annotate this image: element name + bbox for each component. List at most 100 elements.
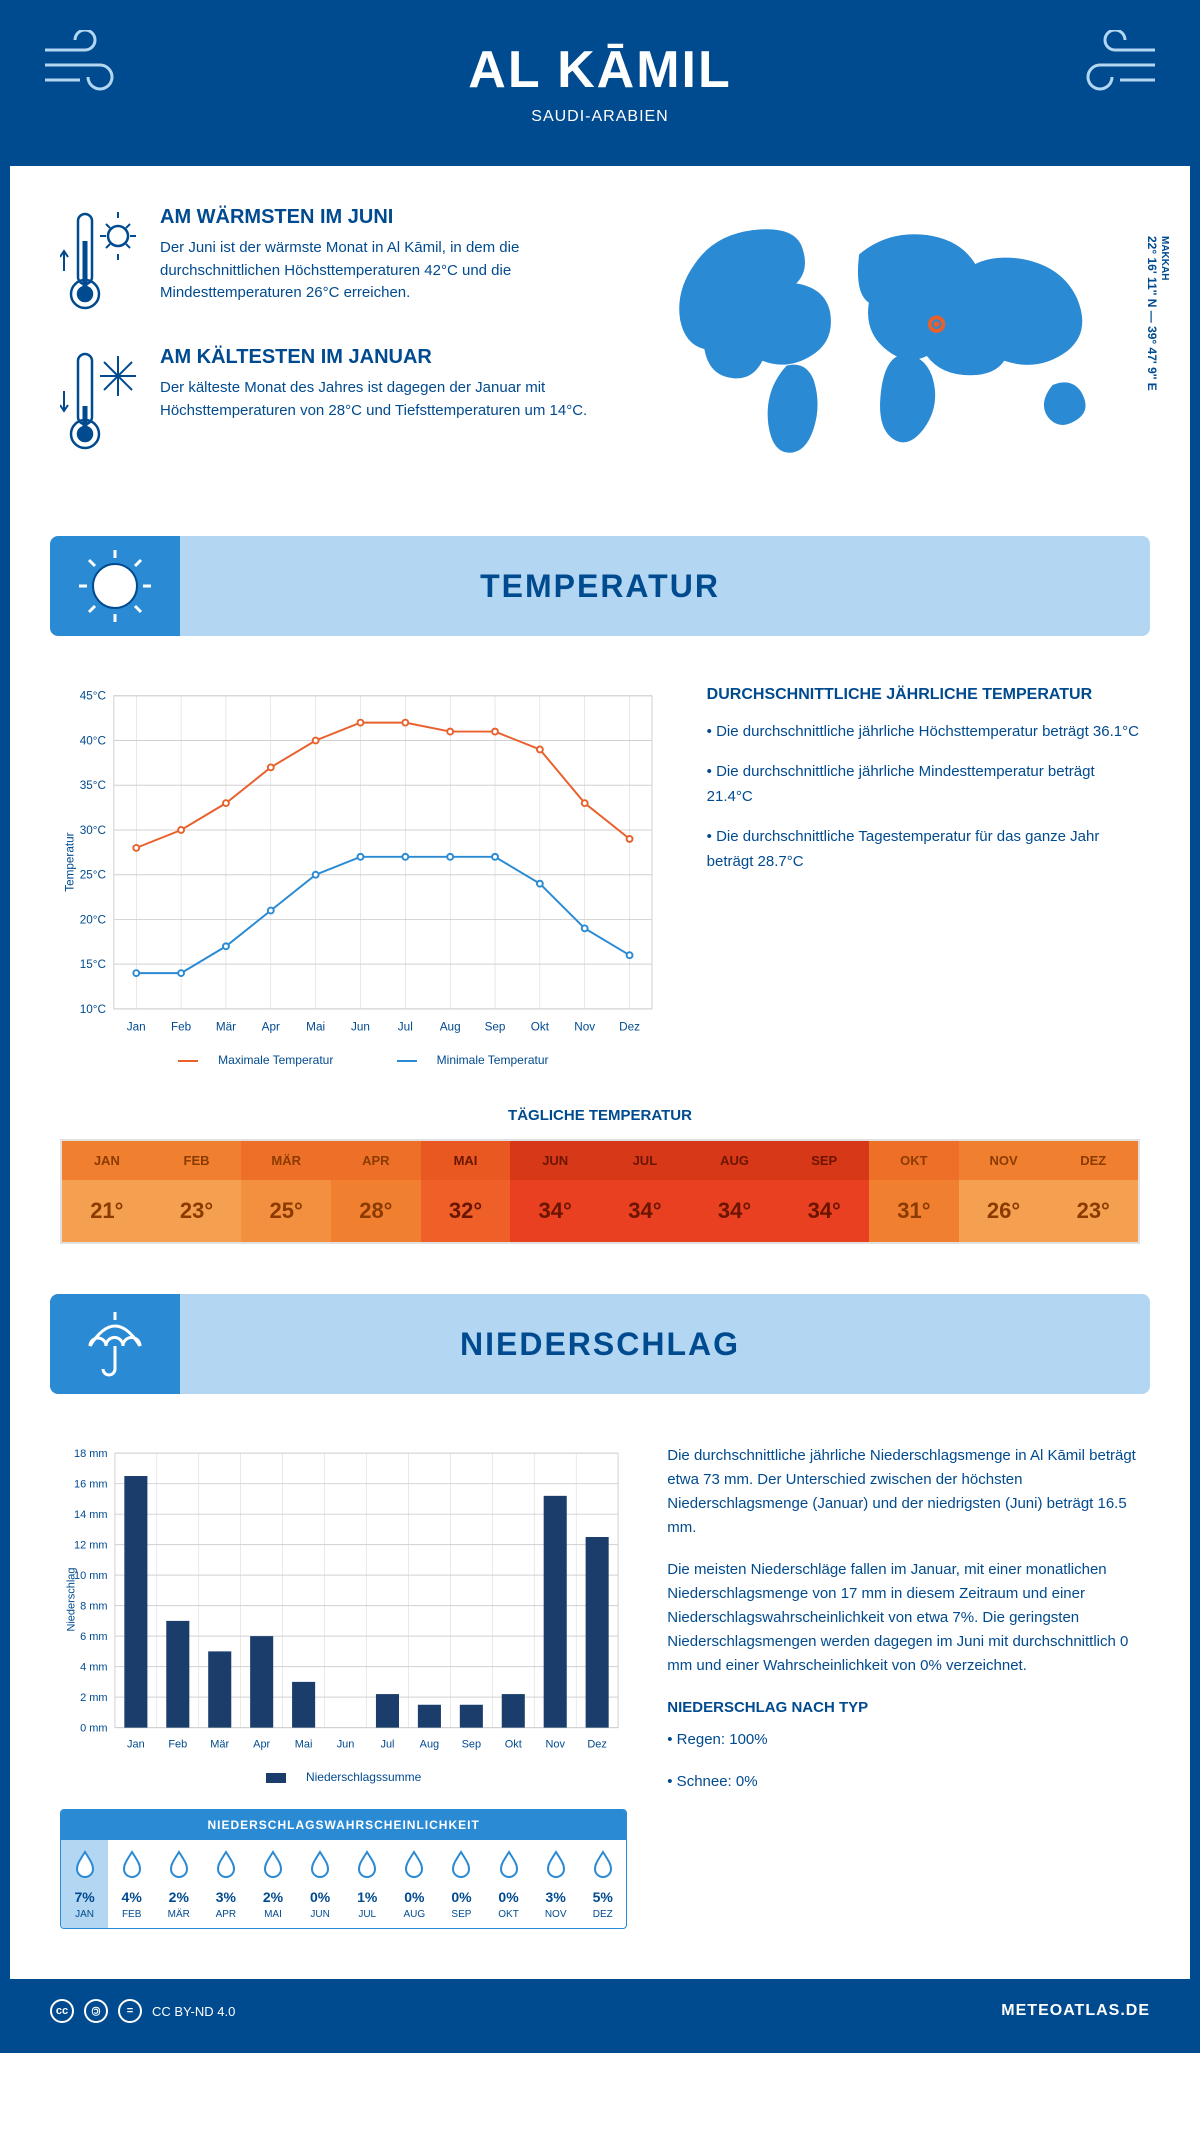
probability-cell: 3%APR <box>202 1840 249 1928</box>
svg-text:20°C: 20°C <box>80 913 107 926</box>
precip-p2: Die meisten Niederschläge fallen im Janu… <box>667 1558 1140 1678</box>
svg-text:30°C: 30°C <box>80 824 107 837</box>
header: AL KĀMIL SAUDI-ARABIEN <box>10 10 1190 166</box>
probability-title: NIEDERSCHLAGSWAHRSCHEINLICHKEIT <box>61 1810 626 1840</box>
probability-cell: 0%AUG <box>391 1840 438 1928</box>
temp-bullet: • Die durchschnittliche jährliche Mindes… <box>707 759 1140 810</box>
svg-text:Temperatur: Temperatur <box>64 832 77 891</box>
legend-bar: Niederschlagssumme <box>306 1770 421 1784</box>
precipitation-legend: Niederschlagssumme <box>60 1770 627 1784</box>
temp-table-cell: MAI32° <box>421 1141 511 1242</box>
svg-text:Okt: Okt <box>531 1020 550 1033</box>
svg-text:Apr: Apr <box>253 1739 270 1751</box>
probability-cell: 0%JUN <box>297 1840 344 1928</box>
svg-text:Jan: Jan <box>127 1020 146 1033</box>
country-subtitle: SAUDI-ARABIEN <box>30 108 1170 126</box>
temp-table-cell: APR28° <box>331 1141 421 1242</box>
intro-text-col: AM WÄRMSTEN IM JUNI Der Juni ist der wär… <box>60 206 616 486</box>
region-label: MAKKAH <box>1159 236 1170 383</box>
temp-table-cell: OKT31° <box>869 1141 959 1242</box>
svg-text:Dez: Dez <box>587 1739 607 1751</box>
coords-label: 22° 16' 11'' N — 39° 47' 9'' E <box>1145 236 1159 391</box>
temperature-line-chart: 10°C15°C20°C25°C30°C35°C40°C45°CJanFebMä… <box>60 686 667 1067</box>
intro-section: AM WÄRMSTEN IM JUNI Der Juni ist der wär… <box>10 166 1190 516</box>
svg-text:10 mm: 10 mm <box>74 1570 108 1582</box>
daily-temperature: TÄGLICHE TEMPERATUR JAN21°FEB23°MÄR25°AP… <box>60 1107 1140 1244</box>
svg-text:15°C: 15°C <box>80 958 107 971</box>
svg-text:Feb: Feb <box>168 1739 187 1751</box>
temperature-info: DURCHSCHNITTLICHE JÄHRLICHE TEMPERATUR •… <box>707 686 1140 1067</box>
svg-text:8 mm: 8 mm <box>80 1601 107 1613</box>
temp-table-cell: SEP34° <box>779 1141 869 1242</box>
thermometer-hot-icon <box>60 206 140 316</box>
temp-table-cell: JUN34° <box>510 1141 600 1242</box>
svg-text:Jul: Jul <box>398 1020 413 1033</box>
wind-icon <box>40 30 140 100</box>
svg-text:18 mm: 18 mm <box>74 1448 108 1460</box>
by-icon: 🄯 <box>84 1999 108 2023</box>
svg-text:Mai: Mai <box>295 1739 313 1751</box>
svg-text:Aug: Aug <box>440 1020 461 1033</box>
probability-cell: 1%JUL <box>344 1840 391 1928</box>
precip-p1: Die durchschnittliche jährliche Niedersc… <box>667 1444 1140 1540</box>
probability-cell: 4%FEB <box>108 1840 155 1928</box>
svg-text:Mär: Mär <box>210 1739 229 1751</box>
temp-table-cell: JUL34° <box>600 1141 690 1242</box>
svg-text:0 mm: 0 mm <box>80 1723 107 1735</box>
svg-text:12 mm: 12 mm <box>74 1540 108 1552</box>
probability-cell: 3%NOV <box>532 1840 579 1928</box>
world-map <box>656 206 1140 458</box>
map-col: MAKKAH 22° 16' 11'' N — 39° 47' 9'' E <box>656 206 1140 486</box>
svg-text:Nov: Nov <box>574 1020 595 1033</box>
svg-text:Nov: Nov <box>545 1739 565 1751</box>
precipitation-title: NIEDERSCHLAG <box>460 1326 740 1363</box>
svg-text:45°C: 45°C <box>80 690 107 703</box>
coordinates: MAKKAH 22° 16' 11'' N — 39° 47' 9'' E <box>1145 236 1170 391</box>
city-title: AL KĀMIL <box>30 40 1170 100</box>
legend-max: Maximale Temperatur <box>218 1053 333 1067</box>
svg-text:Jun: Jun <box>337 1739 355 1751</box>
umbrella-icon <box>50 1294 180 1394</box>
nd-icon: = <box>118 1999 142 2023</box>
svg-text:6 mm: 6 mm <box>80 1631 107 1643</box>
temp-table-cell: AUG34° <box>690 1141 780 1242</box>
svg-text:16 mm: 16 mm <box>74 1479 108 1491</box>
probability-cell: 2%MAI <box>249 1840 296 1928</box>
daily-temp-title: TÄGLICHE TEMPERATUR <box>60 1107 1140 1124</box>
svg-text:Sep: Sep <box>485 1020 506 1033</box>
svg-text:Mai: Mai <box>306 1020 325 1033</box>
svg-text:35°C: 35°C <box>80 779 107 792</box>
coldest-title: AM KÄLTESTEN IM JANUAR <box>160 346 616 369</box>
precipitation-text: Die durchschnittliche jährliche Niedersc… <box>667 1444 1140 1929</box>
probability-cell: 0%SEP <box>438 1840 485 1928</box>
daily-temp-table: JAN21°FEB23°MÄR25°APR28°MAI32°JUN34°JUL3… <box>60 1139 1140 1244</box>
svg-text:Jan: Jan <box>127 1739 145 1751</box>
svg-text:Jun: Jun <box>351 1020 370 1033</box>
svg-text:Feb: Feb <box>171 1020 192 1033</box>
temp-info-title: DURCHSCHNITTLICHE JÄHRLICHE TEMPERATUR <box>707 686 1140 704</box>
footer: cc 🄯 = CC BY-ND 4.0 METEOATLAS.DE <box>10 1979 1190 2043</box>
temperature-section: 10°C15°C20°C25°C30°C35°C40°C45°CJanFebMä… <box>10 656 1190 1274</box>
temperature-section-header: TEMPERATUR <box>50 536 1150 636</box>
temp-table-cell: NOV26° <box>959 1141 1049 1242</box>
temp-table-cell: DEZ23° <box>1048 1141 1138 1242</box>
precipitation-section: 0 mm2 mm4 mm6 mm8 mm10 mm12 mm14 mm16 mm… <box>10 1414 1190 1979</box>
warmest-text: Der Juni ist der wärmste Monat in Al Kām… <box>160 237 616 305</box>
cc-icon: cc <box>50 1999 74 2023</box>
temperature-title: TEMPERATUR <box>480 568 720 605</box>
svg-text:Apr: Apr <box>262 1020 280 1033</box>
thermometer-cold-icon <box>60 346 140 456</box>
sun-icon <box>50 536 180 636</box>
svg-text:Dez: Dez <box>619 1020 640 1033</box>
precip-type: • Regen: 100% <box>667 1728 1140 1752</box>
probability-cell: 5%DEZ <box>579 1840 626 1928</box>
temp-bullet: • Die durchschnittliche jährliche Höchst… <box>707 719 1140 745</box>
svg-text:25°C: 25°C <box>80 869 107 882</box>
coldest-text: Der kälteste Monat des Jahres ist dagege… <box>160 377 616 422</box>
coldest-block: AM KÄLTESTEN IM JANUAR Der kälteste Mona… <box>60 346 616 456</box>
site-name: METEOATLAS.DE <box>1001 2002 1150 2020</box>
svg-text:Okt: Okt <box>505 1739 522 1751</box>
svg-text:Aug: Aug <box>420 1739 440 1751</box>
legend-min: Minimale Temperatur <box>437 1053 549 1067</box>
temp-bullet: • Die durchschnittliche Tagestemperatur … <box>707 824 1140 875</box>
